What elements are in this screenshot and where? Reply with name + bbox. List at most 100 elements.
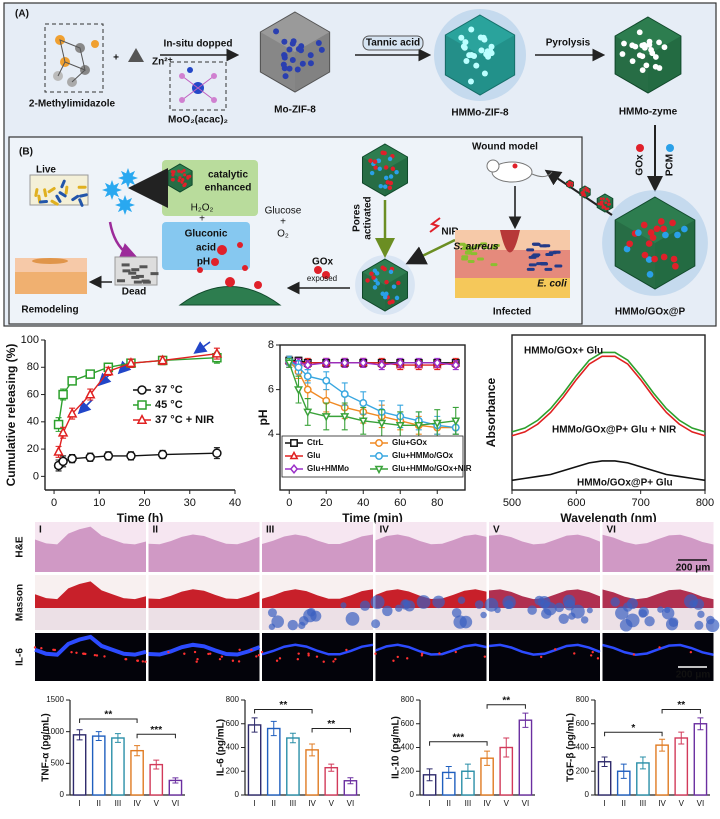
- x-tick-label: V: [679, 799, 685, 808]
- y-tick-label: 200: [226, 766, 240, 775]
- bacterium: [481, 246, 489, 250]
- pore: [390, 299, 395, 304]
- y-axis-label: IL-10 (pg/mL): [391, 716, 402, 779]
- pore: [294, 66, 301, 73]
- x-tick-label: 30: [184, 497, 196, 509]
- bar: [247, 724, 262, 796]
- pore: [488, 50, 495, 57]
- pore: [568, 180, 571, 183]
- collagen-blue: [694, 620, 704, 630]
- group-label: II: [153, 525, 159, 536]
- bond: [197, 75, 215, 89]
- pore: [182, 183, 186, 188]
- dashed-box: [169, 61, 227, 111]
- bacterium: [526, 267, 535, 271]
- dead-bacterium: [121, 263, 130, 267]
- x-tick-label: 0: [286, 497, 292, 509]
- x-tick-label: I: [428, 799, 430, 808]
- plot-frame: [279, 344, 466, 491]
- x-tick-label: 10: [93, 497, 105, 509]
- marker: [66, 407, 78, 418]
- crystal-face: [648, 36, 681, 93]
- marker: [322, 376, 331, 385]
- collagen-blue: [298, 621, 306, 630]
- mo-icon: [187, 67, 193, 73]
- marker: [432, 419, 442, 429]
- pore: [380, 150, 385, 155]
- gox-icon: [636, 144, 644, 152]
- y-tick-label: 6: [268, 384, 274, 396]
- il6-signal: [237, 660, 241, 663]
- scheme-text: HMMo/GOx@P: [615, 307, 686, 318]
- series-label: HMMo/GOx@P+ Glu: [577, 478, 673, 489]
- marker: [103, 365, 114, 376]
- il6-signal: [136, 659, 140, 662]
- il6-signal: [322, 660, 325, 663]
- nuclei-band: [602, 643, 714, 657]
- x-tick-label: 60: [394, 497, 406, 509]
- bacterium: [55, 194, 62, 203]
- il6-signal: [75, 651, 78, 654]
- row-label: IL-6: [15, 648, 26, 666]
- collagen-blue: [619, 618, 633, 632]
- pore: [652, 54, 659, 60]
- pore: [605, 197, 609, 201]
- bar: [91, 735, 106, 796]
- bacterium: [47, 187, 56, 194]
- error-bar: [445, 766, 452, 779]
- bar: [693, 723, 708, 796]
- pore: [629, 58, 636, 65]
- pore: [170, 178, 174, 182]
- pore: [183, 173, 187, 177]
- il6-signal: [438, 652, 441, 655]
- il6-signal: [93, 653, 97, 657]
- dead-bacterium: [117, 279, 126, 283]
- scheme-text: activated: [363, 196, 374, 239]
- il6-signal: [297, 652, 300, 655]
- x-tick-label: I: [78, 799, 80, 808]
- pore: [171, 172, 175, 176]
- pore: [480, 34, 487, 41]
- marker: [58, 456, 68, 467]
- pore: [674, 231, 681, 239]
- collagen-blue: [484, 597, 499, 612]
- collagen-blue: [340, 602, 347, 609]
- group-label: IV: [380, 525, 390, 536]
- error-bar: [639, 756, 646, 770]
- tissue: [489, 534, 600, 572]
- scheme-text: Live: [36, 165, 56, 176]
- wound: [512, 163, 518, 169]
- y-tick-label: 20: [27, 443, 39, 455]
- bacterium: [461, 257, 469, 261]
- significance-label: **: [327, 719, 335, 730]
- x-tick-label: IV: [133, 799, 141, 808]
- x-tick-label: III: [115, 799, 122, 808]
- pore: [641, 251, 649, 259]
- marker: [377, 360, 386, 371]
- il6-signal: [483, 655, 487, 658]
- error-bar: [270, 720, 277, 737]
- il6-signal: [209, 652, 212, 655]
- bacterium: [464, 251, 472, 255]
- significance-bracket: [661, 709, 701, 714]
- x-tick-label: 800: [696, 497, 714, 509]
- pore: [468, 26, 475, 33]
- collagen-blue: [480, 611, 487, 619]
- x-tick-label: IV: [483, 799, 491, 808]
- gox-sphere: [197, 267, 203, 273]
- pore: [669, 219, 676, 227]
- il6-signal: [124, 657, 127, 661]
- zn-icon: [128, 48, 144, 62]
- marker: [396, 357, 405, 368]
- pore: [384, 279, 389, 285]
- scheme-text: Pores: [352, 204, 363, 232]
- bacterium: [64, 185, 69, 195]
- scheme-text: +: [199, 214, 205, 225]
- marker: [212, 448, 222, 458]
- legend-marker: [137, 385, 147, 395]
- pore: [635, 229, 642, 237]
- collagen-blue: [558, 613, 569, 624]
- x-tick-label: 20: [138, 497, 150, 509]
- pore: [604, 201, 608, 205]
- bacterium: [532, 242, 541, 246]
